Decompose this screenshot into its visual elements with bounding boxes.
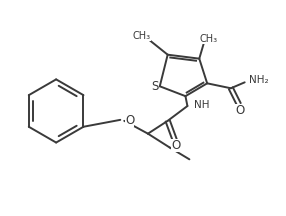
Text: NH: NH [194, 100, 210, 110]
Text: CH₃: CH₃ [133, 31, 151, 41]
Text: O: O [235, 105, 244, 118]
Text: O: O [171, 139, 180, 152]
Text: CH₃: CH₃ [199, 34, 217, 44]
Text: NH₂: NH₂ [249, 75, 268, 85]
Text: O: O [125, 114, 134, 127]
Text: S: S [151, 80, 159, 93]
